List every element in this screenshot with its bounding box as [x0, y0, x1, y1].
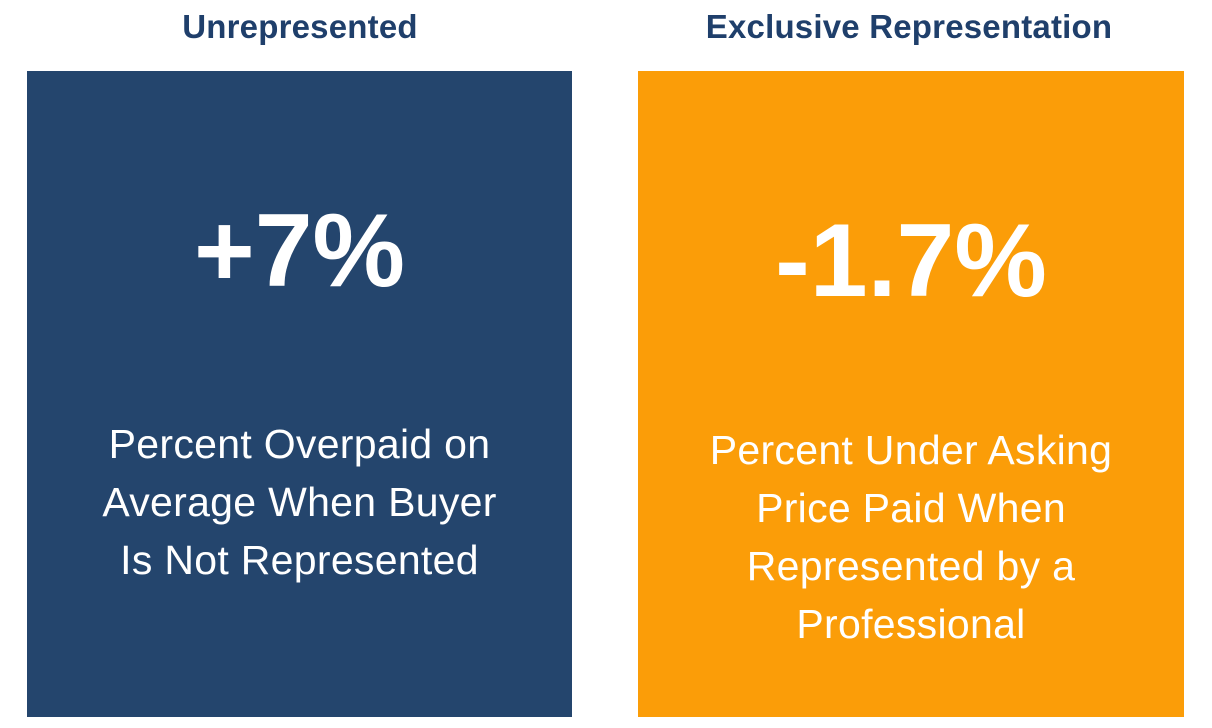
- unrepresented-card: +7% Percent Overpaid on Average When Buy…: [27, 71, 572, 717]
- caption-line: Percent Under Asking: [709, 427, 1113, 473]
- caption-line: Represented by a: [746, 543, 1076, 589]
- caption-line: Price Paid When: [756, 485, 1066, 531]
- unrepresented-caption: Percent Overpaid on Average When Buyer I…: [47, 415, 552, 589]
- exclusive-representation-heading: Exclusive Representation: [705, 8, 1113, 45]
- exclusive-representation-value: -1.7%: [775, 203, 1047, 319]
- exclusive-representation-card: -1.7% Percent Under Asking Price Paid Wh…: [638, 71, 1184, 717]
- caption-line: Average When Buyer: [102, 479, 497, 525]
- exclusive-representation-caption: Percent Under Asking Price Paid When Rep…: [658, 421, 1164, 653]
- unrepresented-value: +7%: [193, 193, 406, 309]
- exclusive-representation-column: Exclusive Representation -1.7% Percent U…: [606, 0, 1212, 728]
- caption-line: Is Not Represented: [120, 537, 479, 583]
- unrepresented-column: Unrepresented +7% Percent Overpaid on Av…: [0, 0, 600, 728]
- caption-line: Percent Overpaid on: [108, 421, 491, 467]
- unrepresented-heading: Unrepresented: [182, 8, 418, 45]
- caption-line: Professional: [796, 601, 1026, 647]
